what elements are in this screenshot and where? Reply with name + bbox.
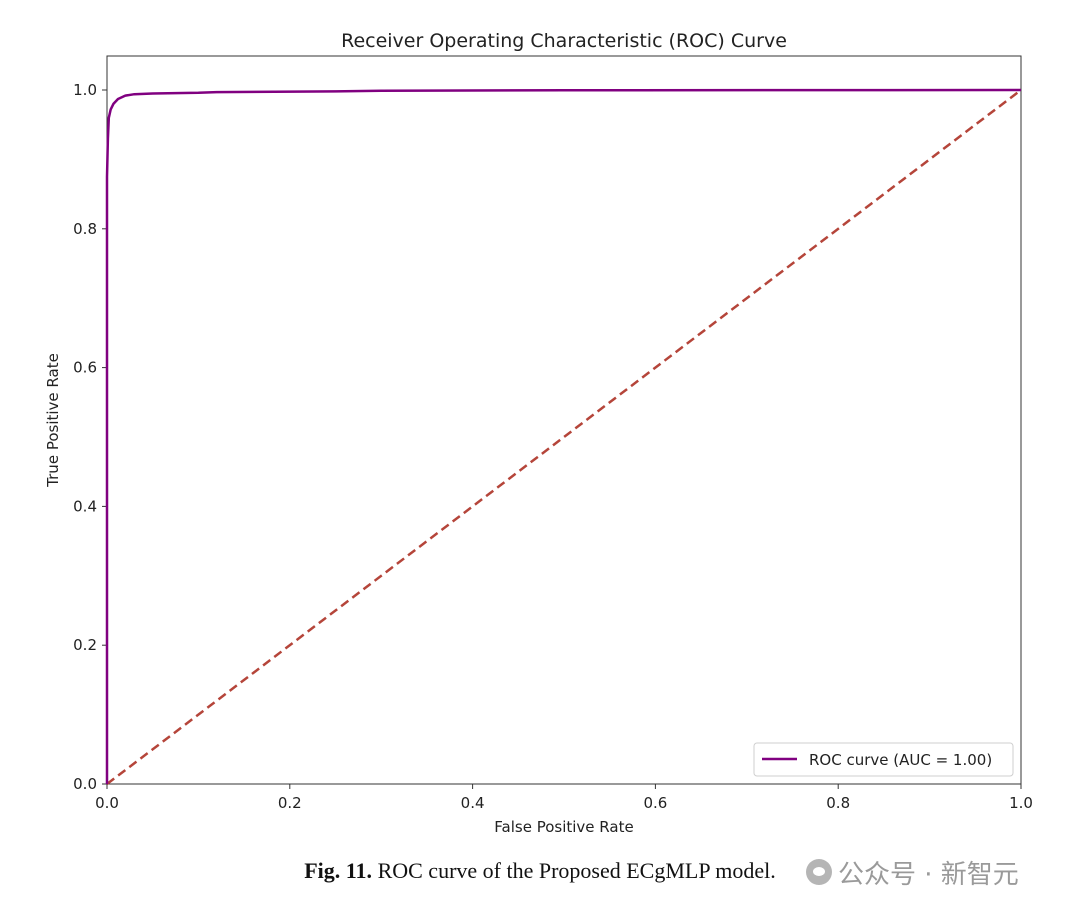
caption-label: Fig. 11. xyxy=(304,858,373,883)
caption-text: ROC curve of the Proposed ECgMLP model. xyxy=(377,858,776,883)
x-axis-label: False Positive Rate xyxy=(494,818,633,836)
wechat-icon xyxy=(806,859,832,885)
roc-curve-line xyxy=(105,88,1022,784)
y-tick-label: 1.0 xyxy=(73,81,97,99)
y-axis-ticks: 0.0 0.2 0.4 0.6 0.8 1.0 xyxy=(73,81,107,793)
legend-box xyxy=(753,742,1014,777)
plot-frame xyxy=(106,55,1022,785)
y-tick-label: 0.2 xyxy=(73,636,97,654)
y-axis-label: True Positive Rate xyxy=(44,353,62,488)
y-tick-label: 0.8 xyxy=(73,220,97,238)
series-layer xyxy=(105,88,1022,785)
legend: ROC curve (AUC = 1.00) xyxy=(753,742,1014,777)
watermark: 公众号 · 新智元 xyxy=(806,854,1019,890)
x-tick-label: 0.6 xyxy=(643,794,667,812)
x-tick-label: 0.2 xyxy=(278,794,302,812)
chance-line xyxy=(106,89,1022,785)
legend-label: ROC curve (AUC = 1.00) xyxy=(809,751,992,769)
x-tick-label: 1.0 xyxy=(1009,794,1033,812)
x-axis-ticks: 0.0 0.2 0.4 0.6 0.8 1.0 xyxy=(95,784,1033,812)
y-tick-label: 0.0 xyxy=(73,775,97,793)
plot-area: 0.0 0.2 0.4 0.6 0.8 1.0 0.0 0.2 0.4 0.6 0.8 1.0 RO… xyxy=(73,55,1033,812)
figure-caption: Fig. 11. ROC curve of the Proposed ECgML… xyxy=(0,858,1080,884)
x-tick-label: 0.8 xyxy=(826,794,850,812)
x-tick-label: 0.0 xyxy=(95,794,119,812)
x-tick-label: 0.4 xyxy=(461,794,485,812)
chart-title: Receiver Operating Characteristic (ROC) … xyxy=(341,30,787,52)
y-tick-label: 0.4 xyxy=(73,497,97,515)
y-tick-label: 0.6 xyxy=(73,359,97,377)
watermark-text: 公众号 · 新智元 xyxy=(838,859,1019,890)
